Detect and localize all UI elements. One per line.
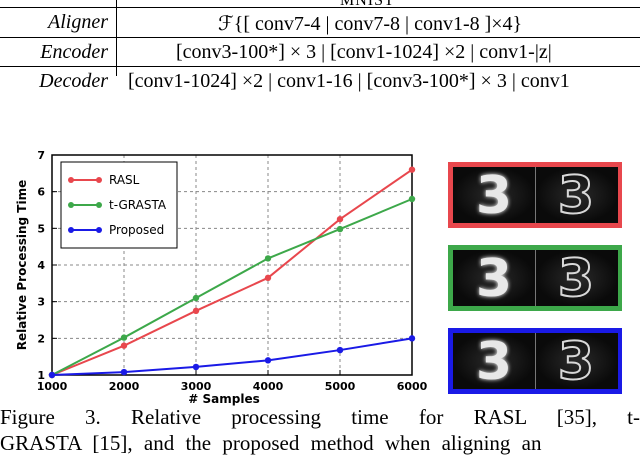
x-tick-label: 1000 [37,380,68,393]
legend-marker [68,202,74,208]
data-point [408,195,416,203]
row-layers: ℱ{[ conv7-4 | conv7-8 | conv1-8 ]×4} [218,13,523,35]
legend-marker [96,202,102,208]
data-point [408,166,416,173]
legend-marker [96,227,102,233]
t-grasta-thumbnail: 3 3 [448,245,622,311]
data-point [192,363,200,371]
table-row: Encoder [conv3-100*] × 3 | [conv1-1024] … [0,38,640,64]
caption-line: GRASTA [15], and the proposed method whe… [0,431,542,455]
digit-mean-image: 3 [475,249,513,309]
processing-time-chart: 1000 2000 3000 4000 5000 6000 1 2 3 4 5 6 7 # Samples… [15,149,428,406]
legend-marker [68,177,74,183]
y-tick-label: 1 [37,369,45,382]
table-rule [0,7,640,8]
data-point [192,307,200,315]
series-line-t-grasta [51,198,413,376]
legend-marker [96,177,102,183]
legend-label: t-GRASTA [109,198,167,212]
rasl-thumbnail: 3 3 [448,162,622,228]
data-point [264,255,272,262]
legend-label: Proposed [109,223,164,237]
series-line-proposed [51,337,413,376]
table-header: MNIST [340,0,395,9]
data-point [120,368,128,376]
table-rule [0,37,640,38]
data-point [336,346,344,354]
x-axis-label: # Samples [188,392,259,406]
y-tick-label: 2 [37,332,45,345]
proposed-thumbnail: 3 3 [448,328,622,394]
data-point [48,371,56,379]
series-line-rasl [51,168,413,376]
row-layers: [conv1-1024] ×2 | conv1-16 | [conv3-100*… [128,70,570,92]
row-name: Encoder [40,41,108,63]
caption-line: Figure 3. Relative processing time for R… [0,405,640,429]
row-layers: [conv3-100*] × 3 | [conv1-1024] ×2 | con… [176,41,552,63]
digit-aligned-image: 3 [557,249,595,309]
data-point [264,274,272,282]
table-row: Aligner ℱ{[ conv7-4 | conv7-8 | conv1-8 … [0,8,640,35]
legend-marker [68,227,74,233]
y-tick-label: 6 [37,186,45,199]
data-point [264,357,272,364]
digit-aligned-image: 3 [557,166,595,226]
digit-aligned-image: 3 [557,332,595,392]
data-point [336,225,344,233]
row-name: Decoder [39,70,108,92]
digit-mean-image: 3 [475,166,513,226]
row-name: Aligner [48,11,108,33]
data-point [336,215,344,223]
data-point [120,334,128,341]
y-tick-label: 4 [37,259,45,272]
y-tick-label: 7 [37,149,45,162]
data-point [120,342,128,349]
legend-label: RASL [109,173,140,187]
data-point [408,335,416,342]
x-tick-label: 4000 [253,380,284,393]
x-tick-label: 3000 [181,380,212,393]
figure-caption: Figure 3. Relative processing time for R… [0,404,640,456]
x-tick-label: 6000 [397,380,428,393]
x-tick-label: 2000 [109,380,140,393]
table-column-divider [116,0,117,76]
architecture-table: MNIST Aligner ℱ{[ conv7-4 | conv7-8 | co… [0,0,640,92]
table-row: Decoder [conv1-1024] ×2 | conv1-16 | [co… [0,67,640,93]
y-tick-label: 5 [37,222,45,235]
y-axis-label: Relative Processing Time [15,180,29,350]
x-tick-label: 5000 [325,380,356,393]
y-tick-label: 3 [37,296,45,309]
data-point [192,294,200,302]
digit-mean-image: 3 [475,332,513,392]
table-rule [0,66,640,67]
